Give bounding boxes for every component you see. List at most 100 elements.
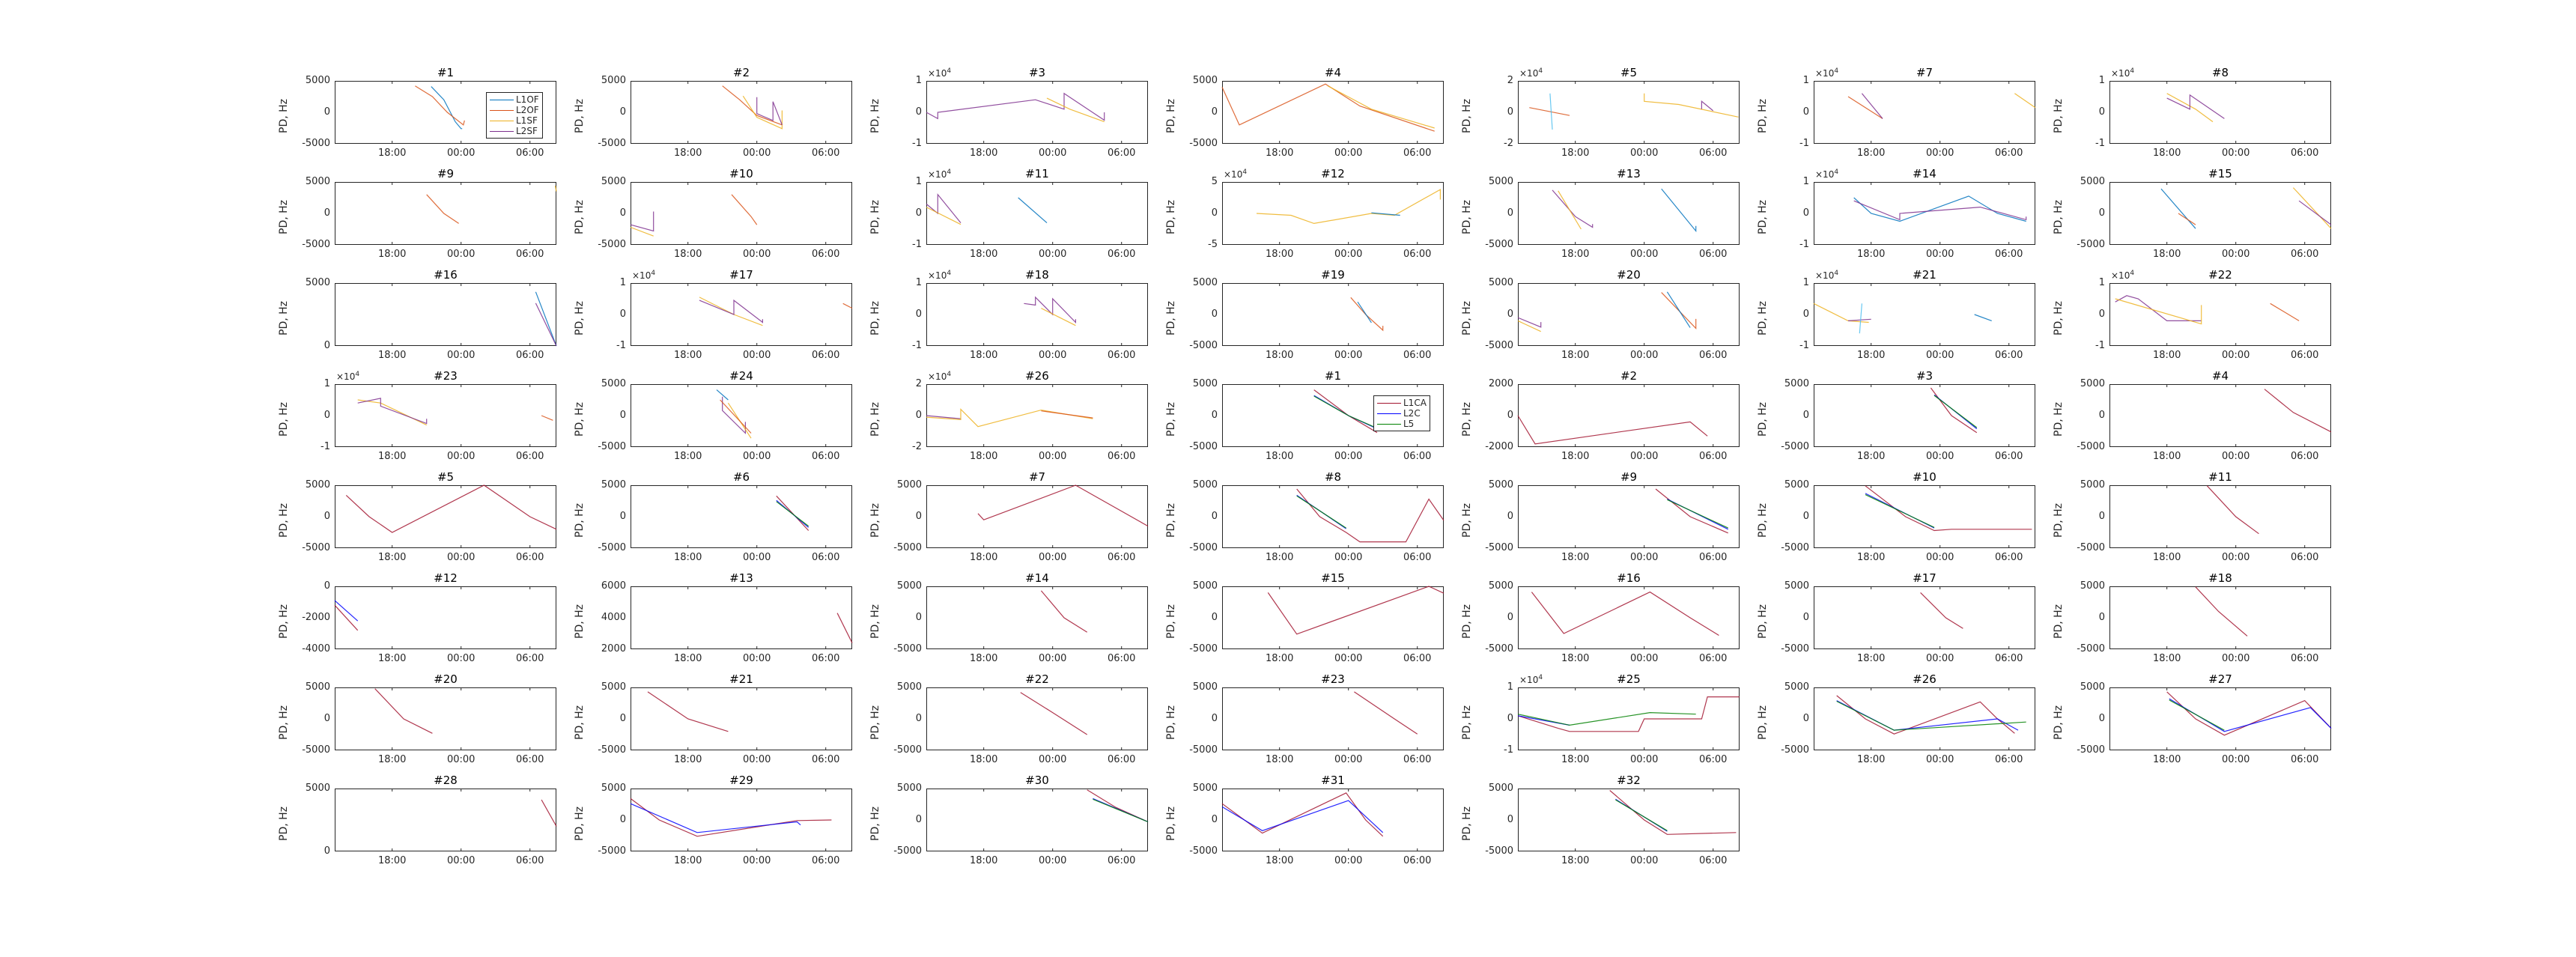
ytick-label: 0	[323, 106, 330, 118]
series-l1ca	[1296, 488, 1445, 543]
xtick-label: 00:00	[2221, 350, 2250, 361]
ytick-label: -5000	[1781, 542, 1809, 553]
series-l1sf	[1517, 320, 1541, 332]
series-l1sf	[2166, 93, 2214, 123]
ytick-label: 0	[1211, 106, 1218, 118]
subplot-title: #27	[2208, 672, 2232, 686]
xtick-label: 00:00	[742, 855, 771, 866]
subplot-title: #6	[732, 470, 750, 484]
xtick-label: 18:00	[1856, 249, 1886, 260]
series-l2of	[2178, 213, 2196, 225]
xtick-label: 00:00	[1629, 552, 1659, 563]
ytick-label: -5000	[2077, 441, 2105, 452]
axes-box	[2109, 485, 2331, 548]
subplot-title: #10	[729, 167, 753, 180]
xtick-label: 18:00	[1265, 552, 1294, 563]
axes-box	[335, 687, 556, 750]
xtick-label: 00:00	[1038, 552, 1067, 563]
series-l2sf	[926, 415, 962, 419]
xtick-label: 00:00	[1038, 451, 1067, 462]
ytick-label: 0	[915, 612, 922, 623]
ytick-label: 1	[1802, 176, 1809, 187]
ytick-label: 0	[915, 814, 922, 825]
xtick-label: 18:00	[969, 754, 998, 765]
series-l1ca	[1920, 592, 1963, 629]
series-l1of	[1859, 303, 1862, 334]
ytick-label: 5000	[305, 681, 330, 693]
xtick-label: 18:00	[2152, 148, 2181, 159]
subplot-title: #13	[1617, 167, 1641, 180]
legend-line-icon	[1377, 423, 1401, 425]
xtick-label: 00:00	[2221, 552, 2250, 563]
ytick-label: -5000	[1485, 542, 1513, 553]
ytick-label: 0	[1211, 309, 1218, 320]
legend-entry: L1OF	[490, 94, 539, 105]
legend: L1CA L2C L5	[1373, 395, 1430, 431]
ytick-label: 5	[1211, 176, 1218, 187]
axes-box	[926, 182, 1148, 245]
ytick-label: -1	[2095, 138, 2105, 149]
series-l1ca	[2195, 586, 2248, 637]
xtick-label: 18:00	[969, 552, 998, 563]
ytick-label: -5000	[302, 744, 330, 756]
xtick-label: 18:00	[1561, 552, 1590, 563]
ytick-label: 5000	[1488, 580, 1513, 592]
xtick-label: 00:00	[1925, 350, 1954, 361]
series-l2sf	[1861, 93, 1883, 119]
axes-box	[926, 485, 1148, 548]
ytick-label: 0	[619, 814, 626, 825]
xtick-label: 00:00	[2221, 754, 2250, 765]
series-l2sf	[1552, 189, 1594, 228]
ytick-label: -5000	[1189, 340, 1218, 351]
axes-box	[926, 586, 1148, 649]
xtick-label: 00:00	[1038, 148, 1067, 159]
series-l2sf	[1024, 296, 1077, 323]
series-l1ca	[1655, 488, 1728, 534]
series-l1sf	[554, 185, 557, 192]
ytick-label: 5000	[1192, 580, 1218, 592]
axes-box	[335, 283, 556, 346]
series-l1of	[1018, 197, 1048, 224]
series-l1ca	[977, 484, 1149, 527]
series-l1sf	[926, 207, 962, 225]
xtick-label: 06:00	[1994, 552, 2023, 563]
ytick-label: -1	[2095, 340, 2105, 351]
subplot-title: #18	[1025, 268, 1049, 282]
legend-label: L1OF	[516, 94, 539, 105]
subplot-title: #24	[729, 369, 753, 383]
ytick-label: 5000	[601, 176, 626, 187]
xtick-label: 00:00	[446, 249, 476, 260]
subplot-title: #31	[1321, 774, 1345, 787]
subplot-title: #20	[434, 672, 458, 686]
ytick-label: 0	[323, 340, 330, 351]
axes-box	[631, 182, 852, 245]
ytick-label: 0	[1802, 612, 1809, 623]
ytick-label: 0	[1211, 511, 1218, 522]
xtick-label: 18:00	[1561, 855, 1590, 866]
xtick-label: 06:00	[1403, 653, 1432, 664]
series-l2of	[722, 85, 783, 126]
xtick-label: 00:00	[2221, 148, 2250, 159]
xtick-label: 06:00	[1403, 148, 1432, 159]
ytick-label: 0	[1507, 511, 1513, 522]
ytick-label: 0	[1507, 106, 1513, 118]
subplot-title: #12	[434, 571, 458, 585]
xtick-label: 18:00	[377, 451, 407, 462]
ytick-label: 5000	[1488, 176, 1513, 187]
xtick-label: 00:00	[1038, 754, 1067, 765]
xtick-label: 06:00	[2290, 552, 2319, 563]
series-l1of	[1661, 188, 1697, 233]
series-l1ca	[2264, 389, 2332, 433]
subplot-title: #9	[437, 167, 455, 180]
legend-label: L1CA	[1403, 398, 1427, 408]
series-l1ca	[1354, 691, 1418, 735]
axes-box	[335, 789, 556, 851]
xtick-label: 18:00	[673, 855, 702, 866]
series-l2sf	[357, 398, 428, 425]
